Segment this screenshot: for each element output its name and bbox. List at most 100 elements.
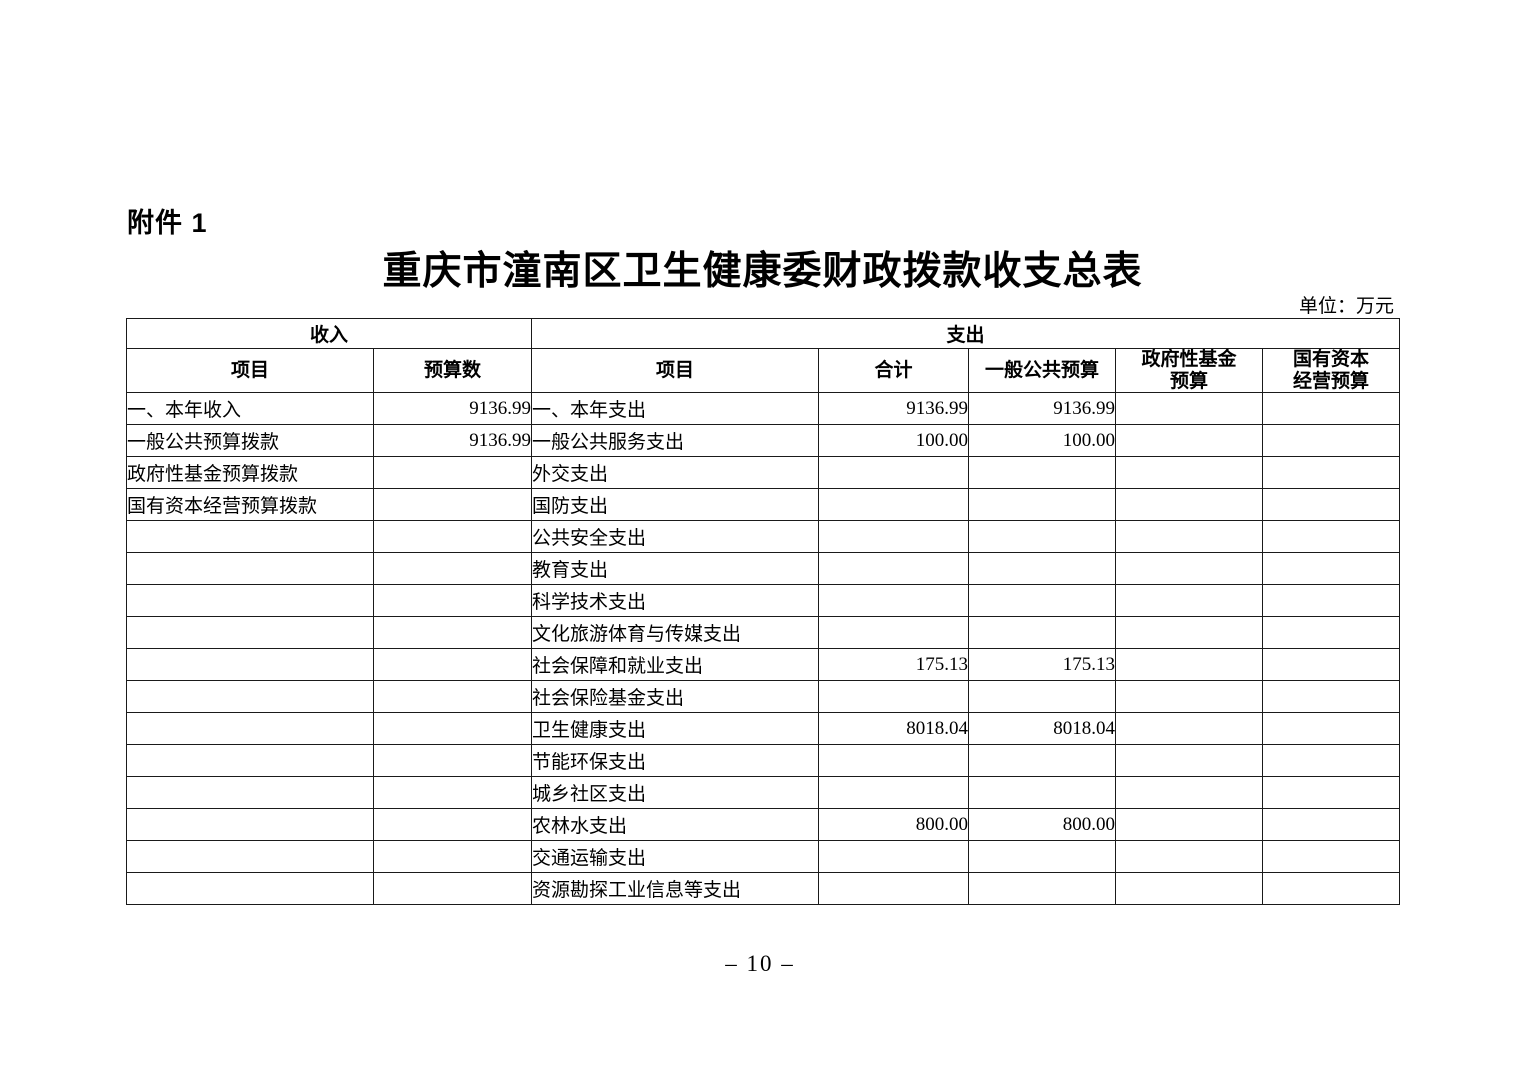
expense-state-capital-cell (1262, 552, 1401, 585)
income-budget-cell (372, 488, 533, 521)
table-row: 公共安全支出 (126, 520, 1401, 553)
expense-total-cell (818, 488, 970, 521)
header-expense-gov-fund-budget: 政府性基金 预算 (1115, 348, 1264, 393)
table-row: 农林水支出 800.00 800.00 (126, 808, 1401, 841)
table-row: 社会保险基金支出 (126, 680, 1401, 713)
expense-gov-fund-cell (1115, 584, 1264, 617)
table-row: 资源勘探工业信息等支出 (126, 872, 1401, 905)
income-budget-cell (372, 520, 533, 553)
expense-gov-fund-cell (1115, 776, 1264, 809)
expense-state-capital-cell (1262, 648, 1401, 681)
expense-state-capital-cell (1262, 616, 1401, 649)
expense-gov-fund-cell (1115, 424, 1264, 457)
expense-total-cell (818, 872, 970, 905)
table-row: 文化旅游体育与传媒支出 (126, 616, 1401, 649)
expense-general-budget-cell (968, 840, 1117, 873)
expense-gov-fund-cell (1115, 392, 1264, 425)
expense-total-cell (818, 744, 970, 777)
budget-table: 收入 支出 项目 预算数 项目 合计 一般公共预算 政府性基金 预算 国有资本 … (125, 318, 1401, 905)
expense-state-capital-cell (1262, 872, 1401, 905)
income-item-cell (126, 584, 374, 617)
expense-general-budget-cell (968, 456, 1117, 489)
table-row: 卫生健康支出 8018.04 8018.04 (126, 712, 1401, 745)
income-item-cell: 一般公共预算拨款 (126, 424, 374, 457)
expense-general-budget-cell (968, 616, 1117, 649)
header-expense-state-capital-budget: 国有资本 经营预算 (1262, 348, 1401, 393)
expense-item-cell: 一般公共服务支出 (531, 424, 820, 457)
table-row: 政府性基金预算拨款 外交支出 (126, 456, 1401, 489)
income-item-cell (126, 680, 374, 713)
expense-gov-fund-cell (1115, 808, 1264, 841)
table-row: 城乡社区支出 (126, 776, 1401, 809)
expense-item-cell: 外交支出 (531, 456, 820, 489)
table-header: 收入 支出 项目 预算数 项目 合计 一般公共预算 政府性基金 预算 国有资本 … (125, 318, 1401, 393)
income-budget-cell (372, 776, 533, 809)
income-item-cell (126, 808, 374, 841)
expense-general-budget-cell (968, 488, 1117, 521)
expense-state-capital-cell (1262, 456, 1401, 489)
expense-total-cell (818, 552, 970, 585)
table-row: 社会保障和就业支出 175.13 175.13 (126, 648, 1401, 681)
expense-item-cell: 社会保障和就业支出 (531, 648, 820, 681)
expense-gov-fund-cell (1115, 520, 1264, 553)
expense-item-cell: 科学技术支出 (531, 584, 820, 617)
expense-total-cell: 175.13 (818, 648, 970, 681)
income-budget-cell (372, 584, 533, 617)
header-columns-row: 项目 预算数 项目 合计 一般公共预算 政府性基金 预算 国有资本 经营预算 (126, 348, 1401, 393)
expense-item-cell: 文化旅游体育与传媒支出 (531, 616, 820, 649)
table-row: 一般公共预算拨款 9136.99 一般公共服务支出 100.00 100.00 (126, 424, 1401, 457)
table-row: 教育支出 (126, 552, 1401, 585)
expense-total-cell: 100.00 (818, 424, 970, 457)
table-row: 一、本年收入 9136.99 一、本年支出 9136.99 9136.99 (126, 392, 1401, 425)
expense-gov-fund-cell (1115, 552, 1264, 585)
expense-gov-fund-cell (1115, 744, 1264, 777)
income-budget-cell (372, 616, 533, 649)
page-title: 重庆市潼南区卫生健康委财政拨款收支总表 (382, 250, 1143, 293)
income-item-cell: 政府性基金预算拨款 (126, 456, 374, 489)
income-item-cell (126, 552, 374, 585)
income-item-cell (126, 872, 374, 905)
expense-state-capital-cell (1262, 776, 1401, 809)
expense-item-cell: 节能环保支出 (531, 744, 820, 777)
income-item-cell: 一、本年收入 (126, 392, 374, 425)
table-body: 一、本年收入 9136.99 一、本年支出 9136.99 9136.99 一般… (126, 392, 1401, 905)
expense-general-budget-cell (968, 520, 1117, 553)
expense-general-budget-cell: 100.00 (968, 424, 1117, 457)
expense-general-budget-cell (968, 744, 1117, 777)
expense-state-capital-cell (1262, 680, 1401, 713)
expense-state-capital-cell (1262, 840, 1401, 873)
expense-state-capital-cell (1262, 424, 1401, 457)
table-row: 国有资本经营预算拨款 国防支出 (126, 488, 1401, 521)
header-expense-item: 项目 (531, 348, 820, 393)
expense-general-budget-cell (968, 552, 1117, 585)
expense-item-cell: 公共安全支出 (531, 520, 820, 553)
expense-gov-fund-cell (1115, 712, 1264, 745)
expense-gov-fund-cell (1115, 680, 1264, 713)
header-expense-total: 合计 (818, 348, 970, 393)
expense-item-cell: 社会保险基金支出 (531, 680, 820, 713)
expense-general-budget-cell (968, 680, 1117, 713)
expense-gov-fund-cell (1115, 616, 1264, 649)
header-group-row: 收入 支出 (125, 318, 1401, 349)
income-budget-cell: 9136.99 (372, 424, 533, 457)
expense-total-cell: 8018.04 (818, 712, 970, 745)
expense-gov-fund-cell (1115, 648, 1264, 681)
expense-gov-fund-cell (1115, 840, 1264, 873)
expense-gov-fund-cell (1115, 456, 1264, 489)
expense-gov-fund-cell (1115, 872, 1264, 905)
income-budget-cell (372, 808, 533, 841)
expense-total-cell (818, 520, 970, 553)
header-income-budget: 预算数 (372, 348, 533, 393)
header-income-item: 项目 (126, 348, 374, 393)
expense-state-capital-cell (1262, 584, 1401, 617)
expense-item-cell: 教育支出 (531, 552, 820, 585)
expense-item-cell: 一、本年支出 (531, 392, 820, 425)
income-item-cell (126, 744, 374, 777)
expense-state-capital-cell (1262, 488, 1401, 521)
expense-total-cell (818, 616, 970, 649)
header-income-group: 收入 (125, 318, 533, 349)
attachment-label: 附件 1 (127, 208, 208, 238)
income-item-cell (126, 840, 374, 873)
expense-general-budget-cell: 9136.99 (968, 392, 1117, 425)
